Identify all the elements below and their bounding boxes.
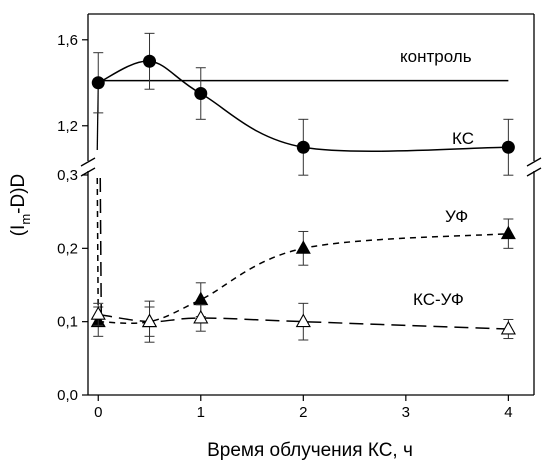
label-ks-uv: КС-УФ	[413, 290, 464, 309]
axis-break-right-1	[526, 157, 542, 167]
x-tick-label: 4	[504, 404, 512, 421]
axis-break-right-2	[526, 167, 542, 177]
x-tick-label: 1	[197, 404, 205, 421]
point-2	[193, 291, 209, 306]
y-lower-tick-label: 0,0	[57, 387, 78, 404]
point-2	[500, 225, 516, 240]
y-axis-title: (Im-D)D	[8, 174, 33, 237]
y-axis-title-subscript: m	[18, 214, 33, 225]
axis-break-left-1	[80, 157, 96, 167]
point-1	[296, 140, 310, 154]
label-uv: УФ	[445, 207, 468, 226]
point-3	[141, 313, 158, 328]
axes: 0 1 2 3 4 1,2 1,6 0,0 0,1 0,2 0,3	[57, 13, 542, 421]
series-drop-2	[96, 177, 100, 322]
y-upper-tick-label: 1,6	[57, 32, 78, 49]
series-drop-3	[99, 177, 103, 315]
y-lower-tick-label: 0,3	[57, 167, 78, 184]
point-1	[194, 87, 208, 101]
point-3	[90, 306, 106, 320]
x-tick-label: 2	[299, 404, 307, 421]
point-2	[295, 240, 311, 254]
point-1	[501, 140, 515, 154]
series-layer	[90, 32, 516, 343]
label-control: контроль	[400, 47, 472, 66]
label-layer: контроль КС УФ КС-УФ	[400, 47, 474, 309]
series-line-3	[98, 313, 509, 330]
y-lower-tick-label: 0,1	[57, 314, 78, 331]
x-tick-label: 3	[402, 404, 410, 421]
point-1	[143, 54, 157, 68]
x-axis-title: Время облучения КС, ч	[207, 440, 413, 461]
point-3	[295, 313, 311, 328]
y-lower-tick-label: 0,2	[57, 240, 78, 257]
x-tick-label: 0	[94, 404, 102, 421]
point-1	[91, 76, 105, 90]
point-3	[500, 320, 516, 335]
y-upper-tick-label: 1,2	[57, 118, 78, 135]
label-ks: КС	[452, 129, 474, 148]
point-3	[193, 309, 209, 324]
